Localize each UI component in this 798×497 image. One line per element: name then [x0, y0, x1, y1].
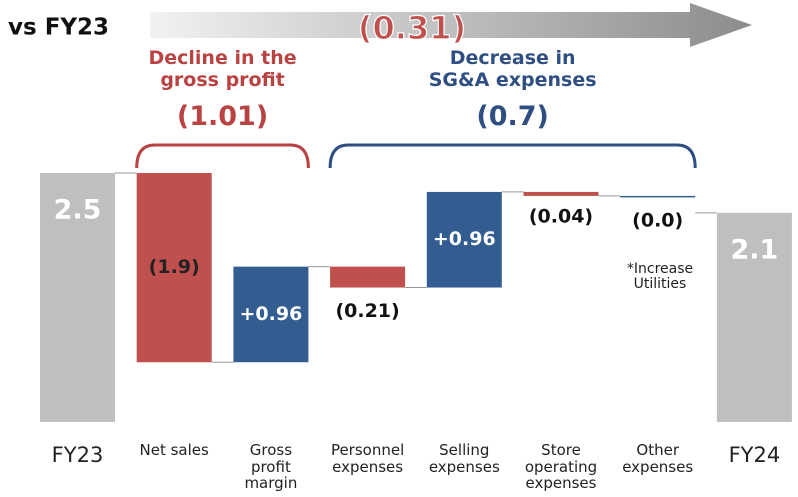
value-label: (1.9): [149, 256, 200, 278]
x-tick-label: Selling expenses: [428, 441, 500, 476]
x-tick-label: Personnel expenses: [330, 441, 405, 476]
bar: [426, 191, 502, 288]
bar: [136, 173, 212, 363]
group-value: (0.7): [476, 101, 549, 132]
bar: [233, 266, 309, 363]
value-label: +0.96: [433, 228, 496, 250]
group-bracket: [135, 143, 310, 169]
x-tick-label: Gross profit margin: [244, 441, 298, 492]
bar: [620, 195, 696, 198]
x-tick-label: Store operating expenses: [524, 441, 598, 492]
value-label: 2.1: [730, 234, 778, 265]
value-label: (0.21): [335, 300, 399, 322]
group-label: Decline in the gross profit: [148, 47, 297, 91]
value-label: (0.04): [529, 205, 593, 227]
annotation: *Increase Utilities: [626, 261, 694, 293]
x-tick-label: Other expenses: [622, 441, 694, 476]
bar: [716, 212, 792, 422]
x-tick-label: Net sales: [139, 441, 209, 459]
change-arrow: [150, 3, 752, 47]
change-label: (0.31): [358, 9, 466, 47]
bar: [330, 266, 406, 288]
group-bracket: [328, 143, 697, 169]
chart-title: vs FY23: [8, 15, 109, 41]
value-label: 2.5: [54, 195, 102, 226]
value-label: +0.96: [239, 303, 302, 325]
group-value: (1.01): [176, 101, 269, 132]
x-tick-label: FY24: [728, 443, 781, 467]
bar: [523, 191, 599, 196]
bar: [40, 173, 115, 422]
group-label: Decrease in SG&A expenses: [428, 47, 597, 91]
value-label: (0.0): [632, 209, 683, 231]
x-tick-label: FY23: [51, 443, 104, 467]
